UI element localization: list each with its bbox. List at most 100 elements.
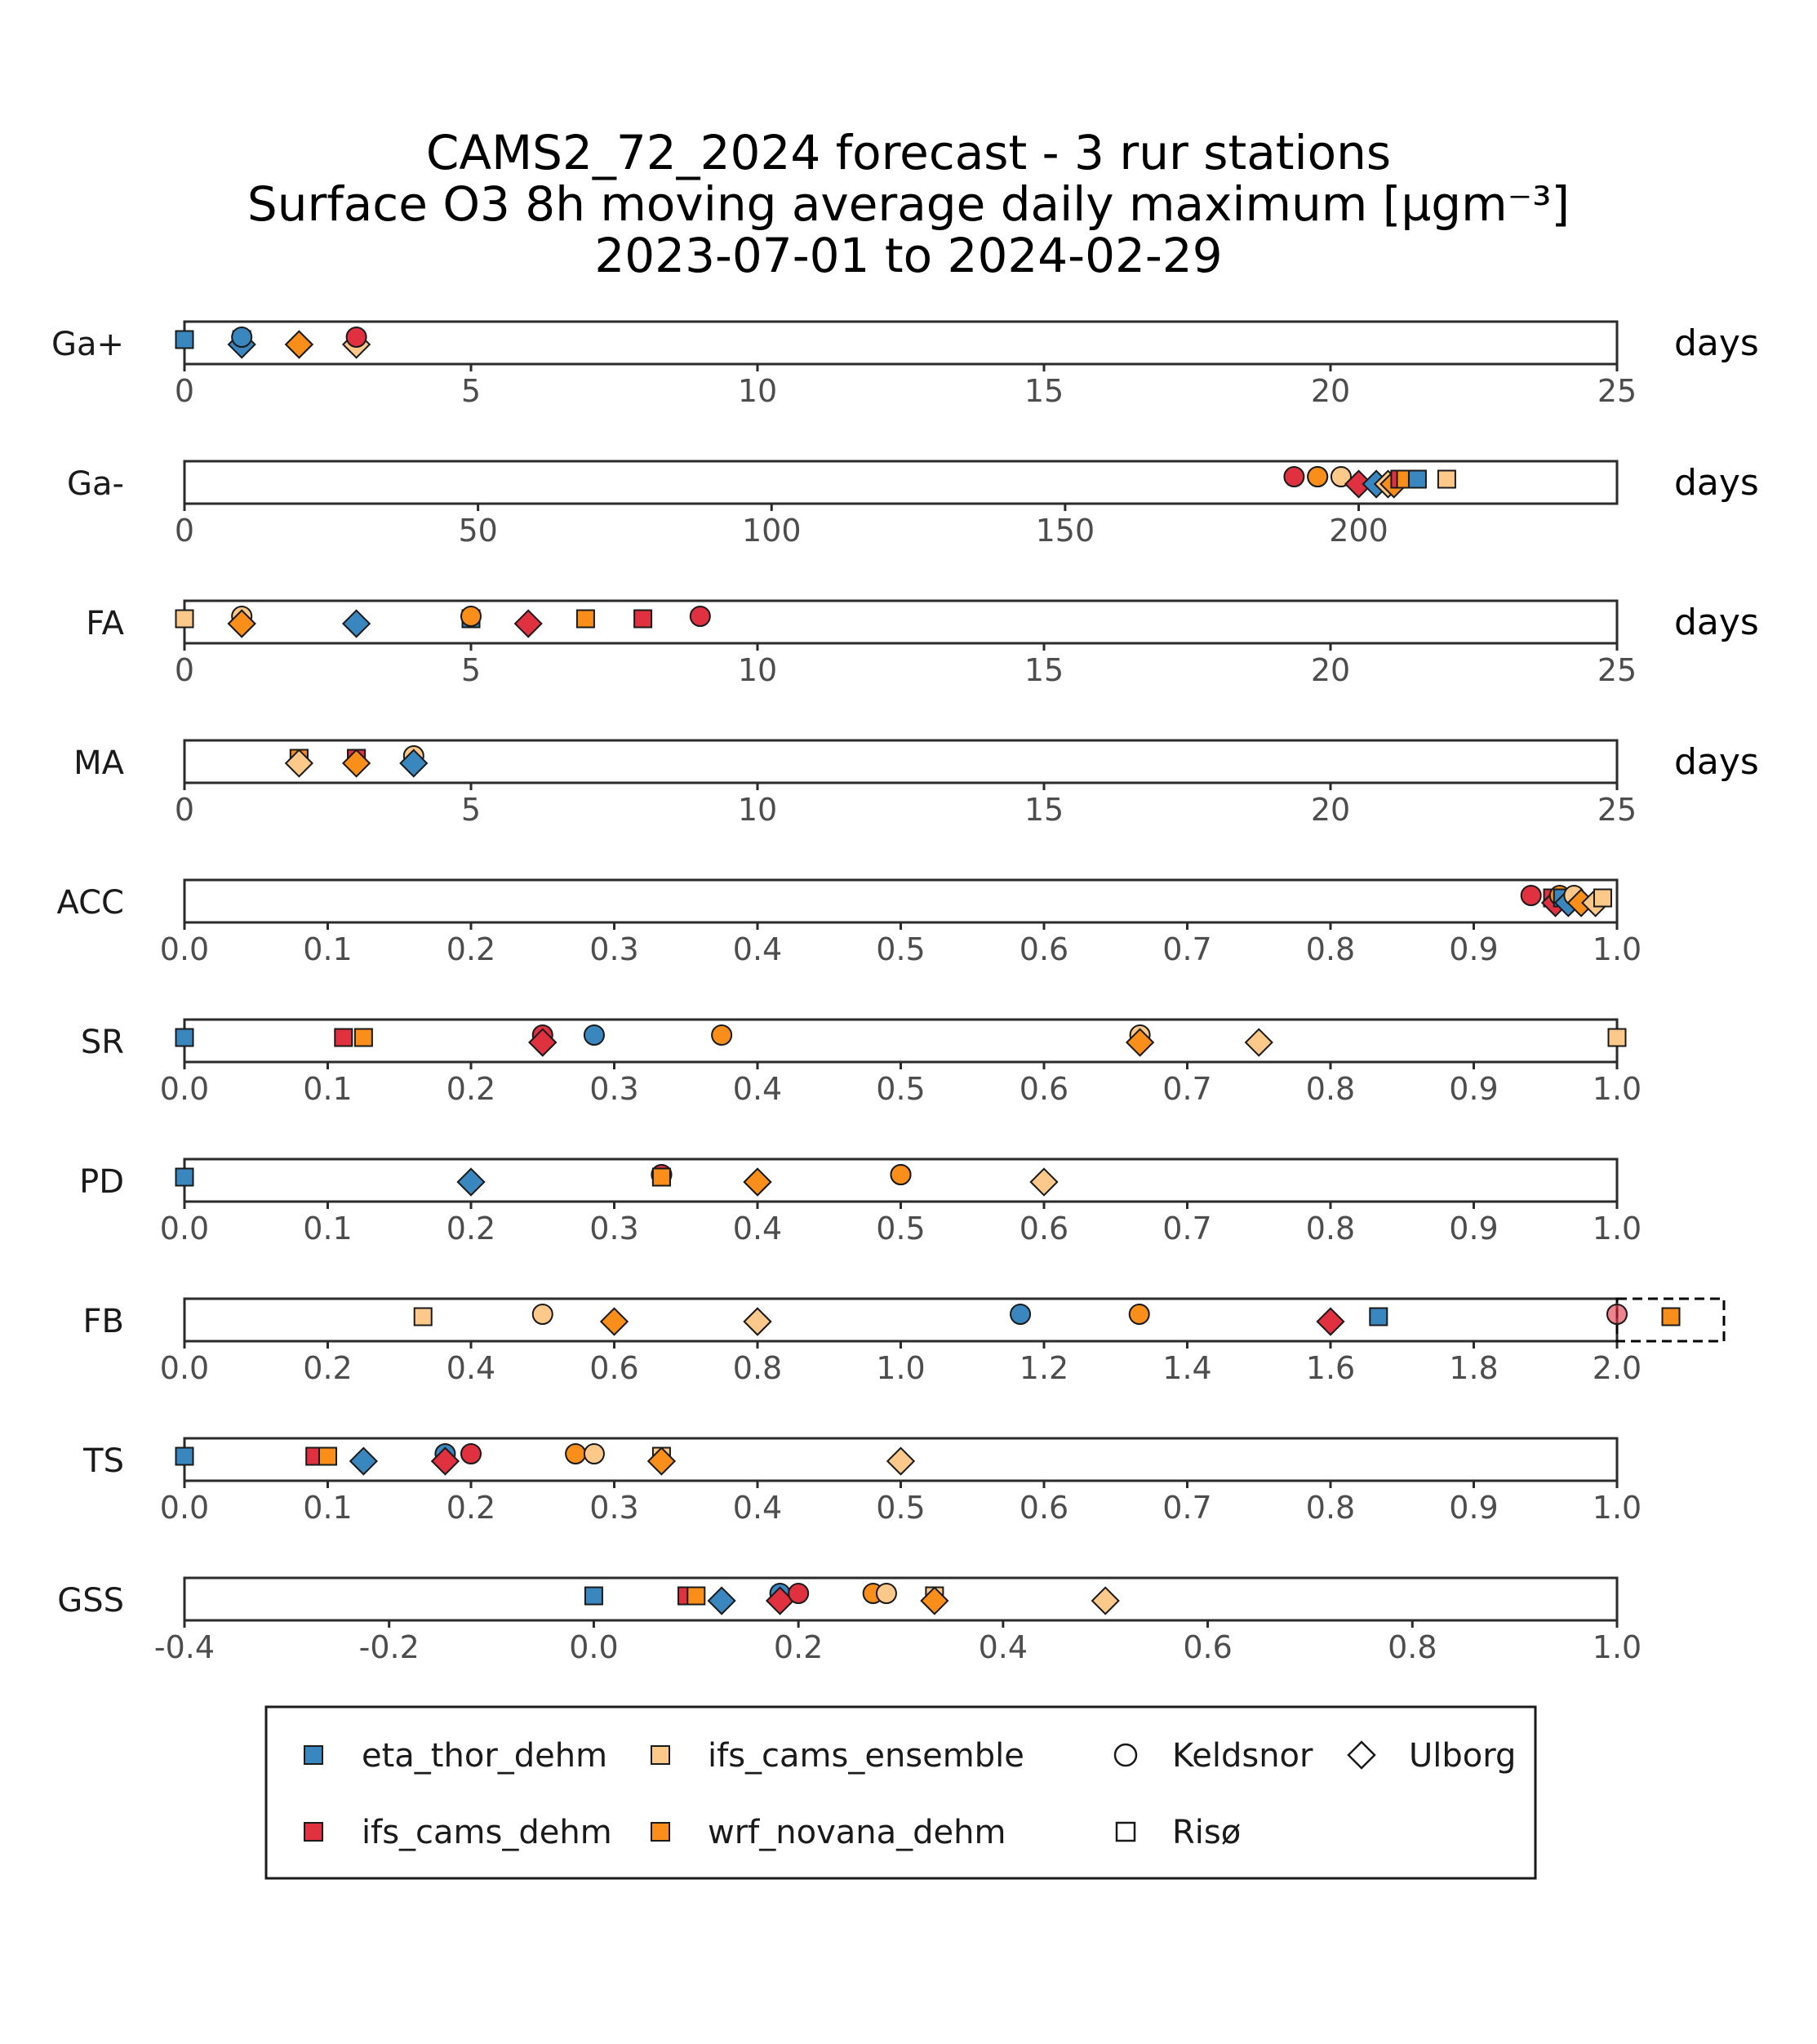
- data-point-ts-ifs-cams-dehm: [460, 1443, 482, 1464]
- panel-frame-sr: [183, 1018, 1619, 1064]
- x-tick-label-gss: 0.6: [1183, 1629, 1232, 1665]
- data-point-acc-ifs-cams-dehm: [1520, 885, 1542, 906]
- x-tick-label-ga-minus: 150: [1036, 513, 1095, 549]
- panel-frame-fa: [183, 599, 1619, 645]
- data-point-fb-eta-thor-dehm: [1369, 1307, 1388, 1326]
- x-tick-label-ga-plus: 5: [461, 373, 481, 409]
- chart-title-line-3: 2023-07-01 to 2024-02-29: [594, 228, 1223, 283]
- data-point-sr-ifs-cams-dehm: [528, 1028, 558, 1057]
- x-tick-label-fb: 1.8: [1449, 1350, 1498, 1386]
- x-tick-label-gss: 1.0: [1593, 1629, 1642, 1665]
- panel-label-gss: GSS: [57, 1582, 124, 1620]
- legend-swatch-ifs-cams-ensemble: [651, 1745, 670, 1765]
- panel-unit-label-ma: days: [1674, 741, 1759, 783]
- x-tick-label-acc: 0.5: [876, 931, 925, 967]
- x-tick-label-pd: 0.9: [1449, 1211, 1498, 1246]
- x-tick-label-pd: 0.0: [160, 1211, 209, 1246]
- x-tick-label-gss: -0.4: [154, 1629, 215, 1665]
- x-tick-label-fb: 1.4: [1162, 1350, 1211, 1386]
- x-tick-label-gss: 0.0: [569, 1629, 618, 1665]
- data-point-ga-minus-ifs-cams-ensemble: [1330, 466, 1352, 487]
- legend-symbol-ulborg: [1347, 1740, 1376, 1770]
- x-tick-label-acc: 0.3: [589, 931, 638, 967]
- legend-swatch-ifs-cams-dehm: [304, 1822, 323, 1842]
- panel-label-ma: MA: [73, 744, 125, 782]
- data-point-ga-plus-eta-thor-dehm: [175, 330, 194, 349]
- data-point-sr-ifs-cams-ensemble: [1244, 1028, 1273, 1057]
- data-point-pd-wrf-novana-dehm: [743, 1167, 772, 1197]
- data-point-fa-ifs-cams-ensemble: [175, 609, 194, 629]
- x-tick-label-sr: 0.0: [160, 1071, 209, 1107]
- data-point-gss-ifs-cams-ensemble: [875, 1583, 897, 1604]
- data-point-fb-ifs-cams-ensemble: [531, 1304, 553, 1325]
- x-tick-label-fb: 1.0: [876, 1350, 925, 1386]
- x-tick-label-acc: 1.0: [1593, 931, 1642, 967]
- panel-label-sr: SR: [81, 1024, 124, 1061]
- x-tick-label-ts: 0.0: [160, 1490, 209, 1526]
- x-tick-label-acc: 0.1: [303, 931, 352, 967]
- x-tick-label-ga-minus: 0: [175, 513, 194, 549]
- data-point-fa-ifs-cams-dehm: [689, 606, 711, 627]
- x-tick-label-ma: 10: [738, 792, 777, 828]
- x-tick-label-pd: 0.2: [446, 1211, 495, 1246]
- x-tick-label-pd: 0.5: [876, 1211, 925, 1246]
- data-point-gss-wrf-novana-dehm: [920, 1586, 949, 1615]
- data-point-fa-ifs-cams-dehm: [633, 609, 653, 629]
- data-point-sr-eta-thor-dehm: [175, 1028, 194, 1047]
- x-tick-label-fb: 0.6: [589, 1350, 638, 1386]
- legend-label-ulborg: Ulborg: [1409, 1737, 1516, 1775]
- panel-unit-label-ga-minus: days: [1674, 462, 1759, 504]
- data-point-ga-plus-eta-thor-dehm: [231, 327, 253, 348]
- panel-frame-ga-minus: [183, 460, 1619, 505]
- panel-label-pd: PD: [79, 1163, 124, 1201]
- data-point-pd-wrf-novana-dehm: [890, 1164, 912, 1185]
- legend-label-ifs-cams-ensemble: ifs_cams_ensemble: [708, 1737, 1024, 1775]
- legend-symbol-keldsnor: [1113, 1743, 1138, 1767]
- data-point-fa-ifs-cams-dehm: [513, 609, 543, 638]
- x-tick-label-fa: 15: [1024, 652, 1064, 688]
- x-tick-label-fb: 1.2: [1020, 1350, 1068, 1386]
- panel-label-ga-minus: Ga-: [67, 465, 124, 503]
- x-tick-label-ma: 5: [461, 792, 481, 828]
- legend-label-risø: Risø: [1172, 1814, 1241, 1851]
- x-tick-label-ts: 1.0: [1593, 1490, 1642, 1526]
- x-tick-label-ga-minus: 200: [1329, 513, 1388, 549]
- data-point-ts-wrf-novana-dehm: [318, 1446, 337, 1466]
- panel-frame-gss: [183, 1576, 1619, 1622]
- x-tick-label-ts: 0.6: [1020, 1490, 1068, 1526]
- panel-frame-ga-plus: [183, 320, 1619, 366]
- legend-label-ifs-cams-dehm: ifs_cams_dehm: [362, 1814, 612, 1851]
- data-point-pd-wrf-novana-dehm: [651, 1167, 671, 1187]
- data-point-ma-ifs-cams-ensemble: [284, 749, 314, 778]
- x-tick-label-ga-plus: 10: [738, 373, 777, 409]
- panel-label-fa: FA: [86, 605, 124, 642]
- x-tick-label-pd: 0.1: [303, 1211, 352, 1246]
- data-point-fa-wrf-novana-dehm: [575, 609, 595, 629]
- data-point-ga-minus-eta-thor-dehm: [1407, 469, 1427, 489]
- panel-label-ts: TS: [82, 1442, 124, 1480]
- data-point-fa-wrf-novana-dehm: [227, 609, 256, 638]
- panel-unit-label-ga-plus: days: [1674, 322, 1759, 364]
- data-point-gss-wrf-novana-dehm: [686, 1586, 706, 1606]
- x-tick-label-ga-plus: 25: [1597, 373, 1637, 409]
- data-point-ma-eta-thor-dehm: [399, 749, 429, 778]
- x-tick-label-ts: 0.3: [589, 1490, 638, 1526]
- x-tick-label-ts: 0.5: [876, 1490, 925, 1526]
- data-point-fa-eta-thor-dehm: [341, 609, 371, 638]
- x-tick-label-ts: 0.2: [446, 1490, 495, 1526]
- legend-label-wrf-novana-dehm: wrf_novana_dehm: [708, 1814, 1006, 1851]
- data-point-ts-ifs-cams-dehm: [430, 1446, 460, 1476]
- x-tick-label-ts: 0.8: [1306, 1490, 1355, 1526]
- data-point-acc-ifs-cams-ensemble: [1593, 888, 1612, 908]
- x-tick-label-ts: 0.9: [1449, 1490, 1498, 1526]
- x-tick-label-ma: 20: [1311, 792, 1350, 828]
- panel-label-acc: ACC: [56, 884, 124, 922]
- panel-frame-ma: [183, 739, 1619, 784]
- data-point-ts-wrf-novana-dehm: [565, 1443, 587, 1464]
- data-point-sr-ifs-cams-dehm: [334, 1028, 353, 1047]
- panel-label-fb: FB: [83, 1303, 124, 1340]
- x-tick-label-acc: 0.6: [1020, 931, 1068, 967]
- data-point-sr-wrf-novana-dehm: [1125, 1028, 1155, 1057]
